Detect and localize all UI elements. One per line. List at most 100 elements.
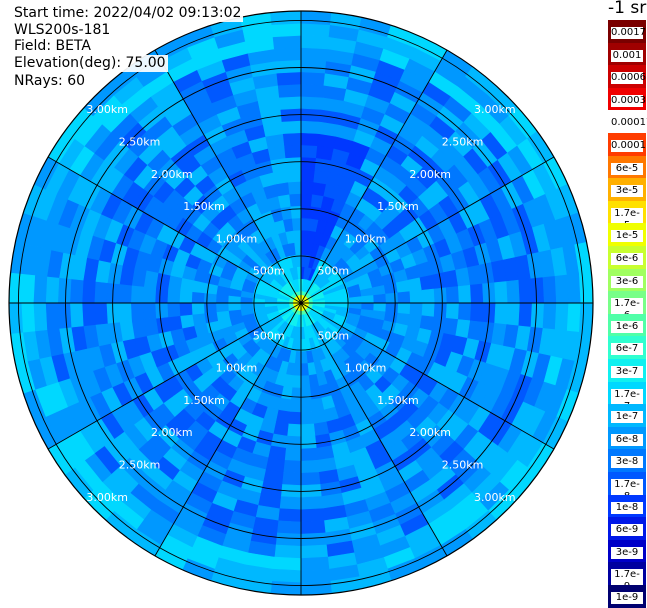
range-bin [294, 241, 302, 255]
range-bin [191, 302, 205, 315]
azimuth-spoke [154, 49, 302, 304]
range-bin [45, 302, 60, 331]
instrument-name: WLS200s-181 [12, 22, 113, 39]
range-ring-label: 1.50km [183, 394, 225, 407]
range-bin [191, 291, 205, 304]
range-bin [385, 292, 399, 304]
colorbar-label: 3e-5 [611, 185, 643, 198]
range-bin [272, 34, 302, 50]
range-bin [407, 277, 423, 292]
range-bin [57, 277, 72, 304]
range-bin [118, 283, 132, 304]
range-bin [300, 363, 309, 377]
range-bin [290, 205, 302, 219]
range-bin [300, 447, 318, 462]
range-ring-label: 3.00km [474, 491, 516, 504]
colorbar-label: 3e-8 [611, 456, 643, 469]
range-bin [300, 351, 308, 365]
azimuth-spoke [154, 302, 302, 557]
range-bin [277, 83, 302, 98]
range-ring-label: 2.00km [409, 168, 451, 181]
colorbar-label: 0.0017 [611, 27, 646, 39]
range-bin [227, 302, 241, 311]
range-ring-label: 2.00km [409, 426, 451, 439]
range-bin [300, 193, 313, 207]
range-ring-label: 2.00km [151, 168, 193, 181]
range-bin [286, 423, 302, 438]
range-ring-label: 1.00km [345, 232, 387, 245]
colorbar-label: 1e-9 [611, 592, 643, 604]
range-bin [300, 120, 321, 134]
range-bin [300, 180, 315, 195]
colorbar-label: 6e-5 [611, 162, 643, 175]
range-bin [300, 375, 311, 389]
range-bin [276, 71, 302, 86]
colorbar-label: 6e-6 [611, 253, 643, 265]
colorbar-label: 0.0006 [611, 72, 646, 85]
range-bin [566, 273, 582, 304]
azimuth-spoke [300, 49, 448, 304]
range-bin [270, 580, 302, 595]
range-bin [300, 95, 323, 110]
range-bin [293, 229, 302, 243]
range-bin [300, 387, 312, 401]
range-ring-label: 500m [317, 265, 349, 278]
azimuth-spokes [9, 11, 593, 595]
range-bin [433, 287, 448, 304]
range-bin [277, 193, 292, 209]
range-ring-label: 500m [317, 329, 349, 342]
range-bin [118, 302, 132, 323]
range-bin [289, 193, 302, 207]
range-bin [20, 302, 36, 333]
range-ring-label: 2.50km [442, 136, 484, 149]
range-bin [554, 302, 570, 332]
range-ring-label: 1.50km [377, 200, 419, 213]
range-ring-label: 1.00km [345, 362, 387, 375]
colorbar-units: -1 sr [608, 0, 647, 18]
range-bin [310, 397, 325, 413]
range-bin [178, 302, 193, 317]
field-name: Field: BETA [12, 38, 93, 55]
range-bin [270, 11, 302, 26]
range-bin [166, 302, 181, 318]
range-bin [81, 279, 96, 304]
range-bin [166, 288, 181, 304]
range-ring-label: 1.50km [183, 200, 225, 213]
range-bin [542, 302, 557, 331]
range-bin [385, 302, 399, 314]
range-bin [239, 302, 253, 310]
colorbar-label: 1e-5 [611, 230, 643, 243]
range-bin [191, 312, 207, 327]
range-bin [279, 496, 302, 511]
range-bin [276, 520, 302, 535]
range-bin [566, 302, 582, 333]
azimuth-spoke [300, 302, 555, 450]
range-bin [9, 272, 24, 304]
range-bin [275, 532, 302, 547]
range-bin [300, 47, 329, 62]
range-bin [470, 302, 484, 323]
range-bin [285, 435, 302, 450]
range-ring-label: 1.50km [377, 394, 419, 407]
range-ring-label: 2.50km [442, 459, 484, 472]
range-bin [300, 520, 326, 535]
range-bin [300, 459, 320, 474]
range-bin [154, 287, 169, 304]
colorbar-label: 1e-8 [611, 501, 643, 514]
range-bin [203, 292, 217, 304]
range-bin [20, 273, 36, 304]
range-bin [154, 302, 169, 319]
colorbar-label: 1e-7 [611, 411, 643, 424]
range-bin [300, 11, 332, 26]
range-bin [284, 144, 302, 159]
elevation-angle: Elevation(deg): 75.00 [12, 55, 168, 72]
range-ring-label: 3.00km [86, 491, 128, 504]
colorbar-label: 3e-9 [611, 546, 643, 559]
colorbar-label: 0.001 [611, 49, 643, 62]
range-bin [286, 168, 302, 183]
range-bin [397, 291, 411, 304]
range-bin [277, 508, 302, 523]
range-bin [93, 281, 108, 304]
range-bin [287, 180, 302, 195]
range-bin [578, 302, 593, 334]
